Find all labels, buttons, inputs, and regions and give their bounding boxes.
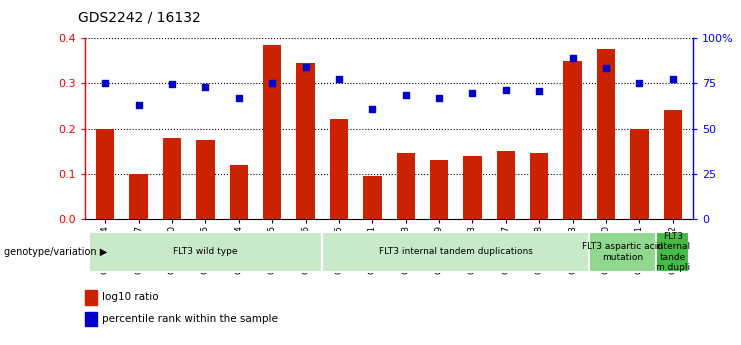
Point [400,92,412,98]
Point [500,88,512,93]
Point [333,76,345,81]
Bar [496,151,515,219]
Text: genotype/variation ▶: genotype/variation ▶ [4,247,107,257]
Point [166,81,178,87]
Point [233,95,245,100]
Bar [396,154,415,219]
Bar [597,49,615,219]
Text: percentile rank within the sample: percentile rank within the sample [102,314,278,324]
Bar [656,232,689,272]
Bar [589,232,656,272]
Point [266,80,278,86]
Text: FLT3 wild type: FLT3 wild type [173,247,238,256]
Point [199,84,211,90]
Bar [263,45,282,219]
Point [299,64,311,70]
Point [99,80,111,86]
Point [567,55,579,61]
Bar [163,138,182,219]
Bar [322,232,589,272]
Bar [530,154,548,219]
Bar [296,63,315,219]
Point [634,80,645,86]
Bar [330,119,348,219]
Point [600,65,612,71]
Point [534,89,545,94]
Bar [631,128,648,219]
Bar [230,165,248,219]
Bar [85,290,97,305]
Point [366,106,378,111]
Bar [430,160,448,219]
Bar [96,128,114,219]
Point [433,95,445,100]
Point [467,90,479,96]
Bar [85,312,97,326]
Bar [463,156,482,219]
Bar [363,176,382,219]
Bar [563,61,582,219]
Text: FLT3 aspartic acid
mutation: FLT3 aspartic acid mutation [582,242,663,262]
Bar [196,140,215,219]
Text: log10 ratio: log10 ratio [102,293,159,302]
Point [133,102,144,108]
Point [667,76,679,81]
Text: FLT3
internal
tande
m dupli: FLT3 internal tande m dupli [655,232,691,272]
Bar [664,110,682,219]
Text: GDS2242 / 16132: GDS2242 / 16132 [78,10,201,24]
Bar [89,232,322,272]
Bar [130,174,147,219]
Text: FLT3 internal tandem duplications: FLT3 internal tandem duplications [379,247,533,256]
